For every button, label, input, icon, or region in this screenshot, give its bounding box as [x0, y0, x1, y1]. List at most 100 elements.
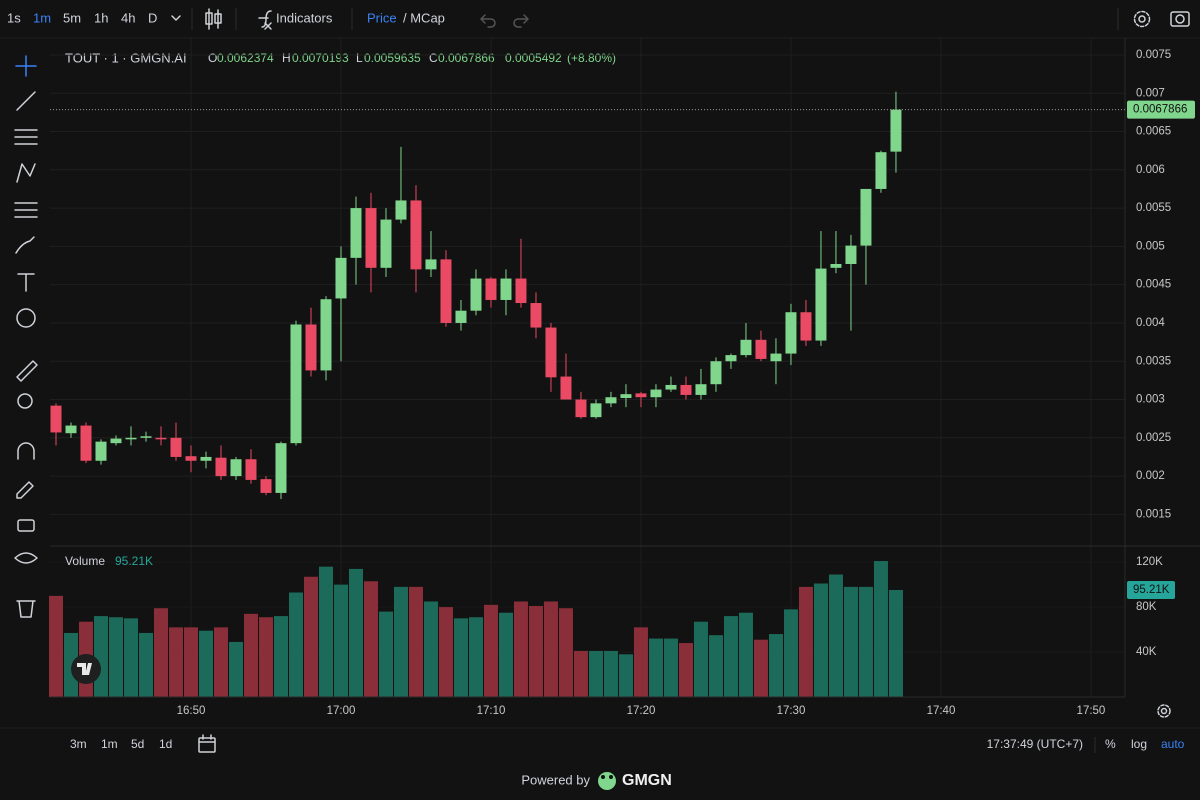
range-button[interactable]: 1d [159, 737, 172, 751]
emoji-tool[interactable] [16, 308, 36, 328]
log-toggle[interactable]: log [1131, 737, 1147, 751]
candle-body [380, 219, 392, 268]
crosshair-tool[interactable] [15, 55, 37, 77]
percent-toggle[interactable]: % [1105, 737, 1116, 751]
auto-toggle[interactable]: auto [1161, 737, 1185, 751]
volume-bar [468, 617, 483, 697]
brand-logo [598, 772, 616, 790]
volume-bar [753, 639, 768, 697]
brush-tool[interactable] [15, 236, 35, 254]
last-volume-box [1127, 581, 1175, 600]
magnet-tool[interactable] [17, 442, 35, 460]
last-volume-label: 95.21K [1133, 584, 1170, 596]
price-toggle[interactable]: Price [367, 10, 397, 25]
fib-tool[interactable] [14, 129, 38, 145]
interval-button[interactable]: 5m [63, 10, 81, 25]
interval-button[interactable]: 1h [94, 10, 108, 25]
volume-bar [783, 609, 798, 697]
volume-bar [423, 601, 438, 697]
candle-body [290, 324, 302, 444]
candle-body [770, 353, 782, 362]
candle-body [620, 394, 632, 398]
ohlc-label: L [356, 51, 363, 65]
date-range-button[interactable] [198, 734, 216, 753]
volume-tick-label: 120K [1136, 556, 1163, 568]
volume-bar [153, 608, 168, 697]
candle-body [305, 324, 317, 371]
volume-bar [168, 627, 183, 697]
candle-body [845, 245, 857, 264]
volume-bar [858, 586, 873, 697]
volume-bar [558, 608, 573, 697]
hide-tool[interactable] [14, 552, 38, 564]
candle-body [395, 200, 407, 220]
redo-button[interactable] [513, 14, 529, 28]
volume-bar [93, 616, 108, 697]
candle-body [425, 259, 437, 270]
ohlc-value: 0.0059635 [364, 51, 421, 65]
trend-line-tool[interactable] [16, 91, 36, 111]
settings-button[interactable] [1133, 10, 1151, 28]
candle-body [560, 376, 572, 400]
volume-bar [663, 638, 678, 697]
ohlc-value: 0.0062374 [217, 51, 274, 65]
candle-body [785, 312, 797, 354]
screenshot-button[interactable] [1170, 11, 1190, 27]
range-button[interactable]: 1m [101, 737, 118, 751]
volume-bar [873, 561, 888, 697]
candle-body [875, 152, 887, 189]
interval-button[interactable]: 4h [121, 10, 135, 25]
candle-body [680, 384, 692, 395]
volume-bar [813, 583, 828, 697]
volume-bar [453, 618, 468, 697]
x-tick-label: 17:50 [1077, 705, 1106, 717]
candle-body [185, 456, 197, 461]
range-button[interactable]: 3m [70, 737, 87, 751]
candle-body [800, 312, 812, 341]
last-price-label: 0.0067866 [1133, 104, 1187, 116]
volume-bar [438, 607, 453, 697]
y-tick-label: 0.0025 [1136, 432, 1171, 444]
candle-body [650, 389, 662, 398]
lock-tool[interactable] [17, 519, 35, 532]
lock-drawing-tool[interactable] [16, 481, 34, 499]
range-button[interactable]: 5d [131, 737, 144, 751]
y-tick-label: 0.004 [1136, 317, 1165, 329]
interval-button[interactable]: D [148, 10, 157, 25]
y-tick-label: 0.003 [1136, 394, 1165, 406]
x-tick-label: 17:20 [627, 705, 656, 717]
pattern-tool[interactable] [16, 163, 36, 183]
indicators-icon[interactable] [258, 10, 272, 30]
volume-bar [123, 618, 138, 697]
delete-tool[interactable] [16, 600, 36, 618]
chart-type-button[interactable] [205, 8, 222, 30]
ohlc-label: H [282, 51, 291, 65]
undo-button[interactable] [480, 14, 496, 28]
volume-bar [498, 612, 513, 697]
candle-body [515, 278, 527, 304]
candle-body [320, 299, 332, 371]
axis-settings-button[interactable] [1157, 704, 1171, 718]
symbol-label: TOUT · 1 · GMGN.AI [65, 50, 187, 65]
interval-dropdown[interactable] [171, 15, 181, 21]
volume-tick-label: 40K [1136, 646, 1157, 658]
powered-by: Powered by [521, 772, 590, 787]
candle-body [755, 339, 767, 359]
indicators-button[interactable]: Indicators [276, 10, 333, 25]
zoom-tool[interactable] [17, 393, 33, 409]
candle-body [125, 437, 137, 440]
candle-body [530, 303, 542, 328]
projection-tool[interactable] [14, 202, 38, 218]
candle-body [590, 403, 602, 418]
text-tool[interactable] [17, 273, 35, 292]
candle-body [485, 278, 497, 300]
interval-button[interactable]: 1m [33, 10, 51, 25]
candle-body [50, 405, 62, 433]
interval-button[interactable]: 1s [7, 10, 21, 25]
volume-bar [198, 630, 213, 697]
candle-body [155, 437, 167, 440]
y-tick-label: 0.005 [1136, 240, 1165, 252]
mcap-toggle[interactable]: / MCap [403, 10, 445, 25]
measure-tool[interactable] [16, 360, 38, 382]
